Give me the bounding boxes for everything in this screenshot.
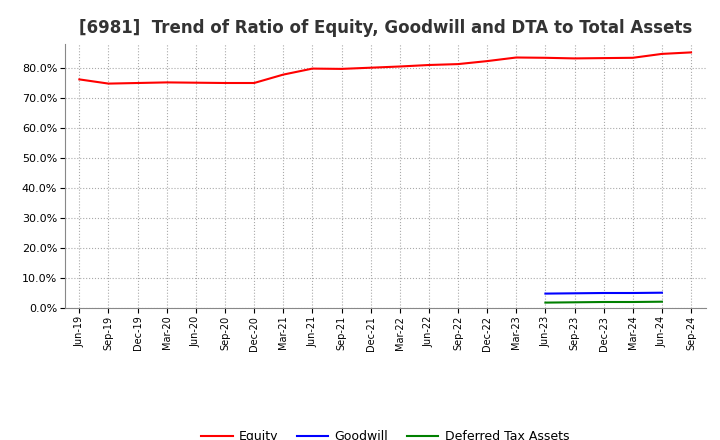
Goodwill [541, 291, 550, 296]
Equity [657, 51, 666, 56]
Equity [599, 55, 608, 61]
Equity [629, 55, 637, 60]
Deferred Tax Assets [570, 300, 579, 305]
Legend: Equity, Goodwill, Deferred Tax Assets: Equity, Goodwill, Deferred Tax Assets [197, 425, 574, 440]
Equity [163, 80, 171, 85]
Equity [250, 81, 258, 86]
Goodwill [629, 290, 637, 296]
Equity [570, 56, 579, 61]
Equity [192, 80, 200, 85]
Equity [366, 65, 375, 70]
Equity [541, 55, 550, 60]
Equity [104, 81, 113, 86]
Equity [337, 66, 346, 72]
Equity [133, 81, 142, 86]
Goodwill [570, 291, 579, 296]
Deferred Tax Assets [657, 299, 666, 304]
Equity [454, 62, 462, 67]
Equity [687, 50, 696, 55]
Goodwill [599, 290, 608, 296]
Equity [279, 72, 287, 77]
Deferred Tax Assets [629, 299, 637, 304]
Equity [75, 77, 84, 82]
Deferred Tax Assets [599, 299, 608, 304]
Equity [483, 59, 492, 64]
Line: Deferred Tax Assets: Deferred Tax Assets [546, 302, 662, 303]
Equity [425, 62, 433, 68]
Title: [6981]  Trend of Ratio of Equity, Goodwill and DTA to Total Assets: [6981] Trend of Ratio of Equity, Goodwil… [78, 19, 692, 37]
Equity [512, 55, 521, 60]
Equity [395, 64, 404, 69]
Equity [220, 81, 229, 86]
Line: Equity: Equity [79, 52, 691, 84]
Deferred Tax Assets [541, 300, 550, 305]
Equity [308, 66, 317, 71]
Goodwill [657, 290, 666, 295]
